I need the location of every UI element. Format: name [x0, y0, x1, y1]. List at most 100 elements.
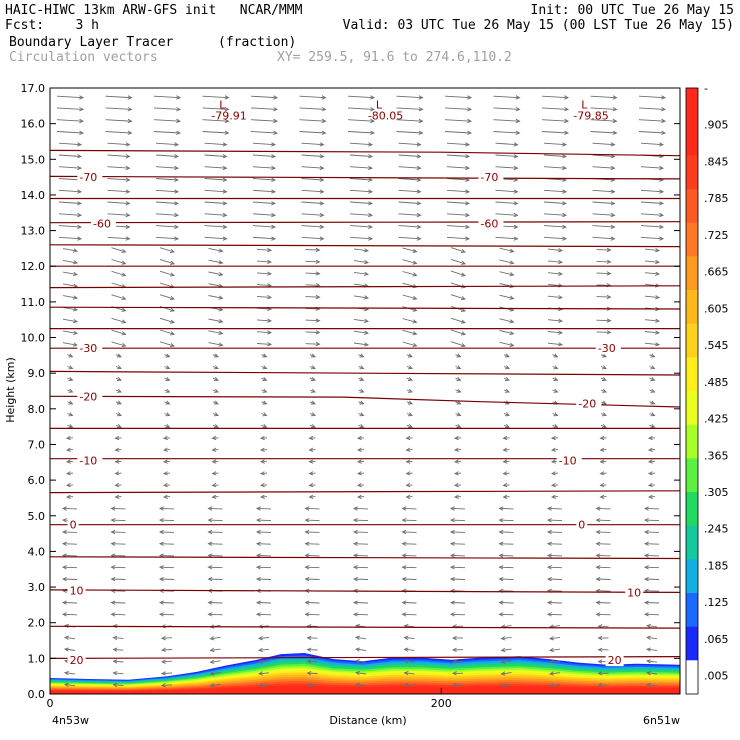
circulation-vector-head	[271, 154, 277, 159]
circulation-vector	[547, 272, 563, 275]
circulation-vector	[355, 683, 367, 687]
circulation-vector	[305, 519, 320, 522]
circulation-vector	[590, 119, 617, 122]
circulation-vector-head	[72, 342, 78, 347]
circulation-vector-head	[364, 342, 370, 347]
contour-label: -10	[79, 455, 97, 468]
circulation-vector-head	[68, 353, 74, 358]
circulation-vector-head	[162, 447, 168, 452]
circulation-vector-head	[79, 130, 85, 135]
contour-label-bg	[478, 216, 504, 230]
circulation-vector	[596, 331, 611, 333]
circulation-vector-head	[218, 319, 224, 324]
vector-title: Circulation vectors	[9, 50, 158, 65]
circulation-vector-head	[222, 142, 228, 147]
circulation-vector	[56, 95, 84, 99]
circulation-vector-head	[112, 671, 118, 676]
circulation-vector-head	[659, 212, 665, 218]
circulation-vector	[404, 672, 415, 675]
circulation-vector	[62, 554, 78, 557]
circulation-vector-head	[211, 494, 217, 500]
circulation-vector-head	[110, 565, 116, 570]
circulation-vector-head	[209, 683, 215, 688]
circulation-vector	[446, 154, 470, 157]
circulation-vector	[159, 258, 175, 265]
circulation-vector-head	[401, 576, 407, 582]
circulation-vector-head	[352, 541, 358, 546]
circulation-vector	[547, 566, 563, 569]
circulation-vector-head	[546, 600, 552, 605]
circulation-vector	[493, 95, 520, 99]
circulation-vector	[644, 578, 660, 580]
temperature-contour	[50, 149, 680, 157]
circulation-vector-head	[412, 260, 418, 265]
circulation-vector-head	[306, 671, 312, 676]
circulation-vector-head	[456, 388, 462, 393]
circulation-vector-head	[114, 459, 120, 464]
circulation-vector-head	[564, 84, 568, 87]
circulation-vector-head	[356, 459, 362, 464]
circulation-vector-head	[500, 647, 506, 653]
circulation-vector-head	[125, 189, 131, 194]
circulation-vector	[159, 519, 175, 522]
circulation-vector	[111, 543, 126, 545]
circulation-vector	[353, 283, 369, 287]
circulation-vector-head	[158, 576, 164, 582]
circulation-vector	[499, 341, 514, 347]
circulation-vector-head	[77, 165, 83, 171]
circulation-vector	[111, 317, 126, 323]
circulation-vector	[56, 119, 84, 122]
circulation-vector	[210, 648, 221, 651]
circulation-vector	[450, 294, 466, 300]
circulation-vector-head	[310, 376, 316, 381]
circulation-vector-head	[550, 447, 556, 452]
circulation-vector-head	[546, 576, 552, 582]
circulation-vector-head	[354, 647, 360, 652]
circulation-vector	[402, 259, 417, 264]
circulation-vector-head	[79, 84, 83, 87]
circulation-vector	[402, 507, 417, 510]
circulation-vector-head	[165, 412, 171, 417]
circulation-vector	[499, 271, 514, 276]
circulation-vector-head	[562, 236, 568, 241]
circulation-vector	[299, 95, 326, 99]
circulation-vector-head	[61, 518, 67, 523]
colorbar-label: .605	[704, 302, 729, 315]
circulation-vector-head	[460, 284, 466, 289]
circulation-vector	[446, 142, 470, 146]
circulation-vector-head	[655, 318, 661, 323]
low-value: -79.91	[211, 109, 246, 122]
circulation-vector	[58, 201, 82, 204]
circulation-vector	[107, 236, 130, 240]
circulation-vector-head	[354, 670, 360, 676]
circulation-vector	[445, 84, 471, 86]
circulation-vector-head	[368, 212, 374, 218]
circulation-vector	[111, 270, 126, 276]
circulation-vector	[353, 248, 369, 252]
circulation-vector	[250, 119, 278, 122]
circulation-vector	[547, 507, 563, 510]
circulation-vector-head	[224, 107, 230, 112]
circulation-vector	[396, 107, 423, 110]
circulation-vector	[208, 566, 223, 569]
circulation-vector-head	[162, 459, 168, 464]
circulation-vector-head	[504, 412, 510, 417]
circulation-vector-head	[304, 576, 310, 582]
circulation-vector-head	[500, 636, 506, 641]
circulation-vector	[159, 554, 175, 557]
circulation-vector	[495, 166, 518, 169]
circulation-vector	[353, 519, 369, 522]
circulation-vector	[644, 590, 660, 592]
circulation-vector	[153, 95, 181, 99]
circulation-vector	[208, 507, 223, 510]
circulation-vector-head	[453, 447, 459, 452]
colorbar-swatch	[686, 121, 698, 156]
circulation-vector-head	[121, 331, 127, 336]
circulation-vector	[596, 507, 611, 510]
circulation-vector	[252, 166, 276, 169]
circulation-vector	[111, 341, 126, 347]
circulation-vector-head	[218, 271, 224, 277]
circulation-vector-head	[650, 388, 656, 393]
circulation-vector-head	[401, 600, 407, 605]
